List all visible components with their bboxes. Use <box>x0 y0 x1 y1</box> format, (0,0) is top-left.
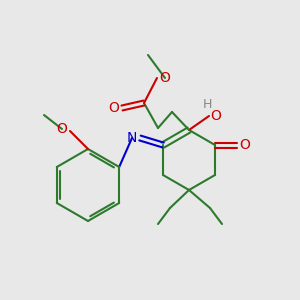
Text: O: O <box>211 109 221 123</box>
Text: N: N <box>127 131 137 145</box>
Text: H: H <box>202 98 212 110</box>
Text: O: O <box>240 138 250 152</box>
Text: O: O <box>57 122 68 136</box>
Text: O: O <box>160 71 170 85</box>
Text: O: O <box>109 101 119 115</box>
